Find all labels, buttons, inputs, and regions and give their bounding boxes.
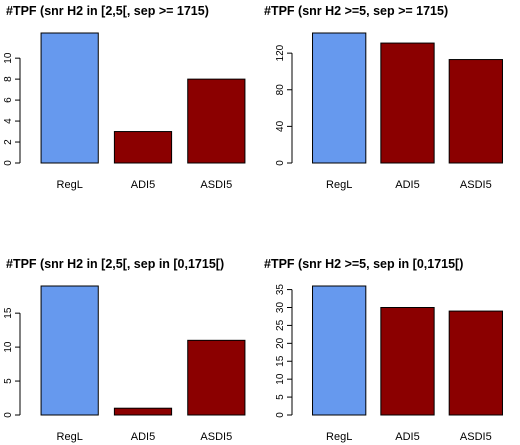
category-label: ADI5 [131,431,155,443]
y-tick-label: 0 [275,412,286,418]
y-tick-label: 5 [275,394,286,400]
chart-panel-3: #TPF (snr H2 in [2,5[, sep in [0,1715[) … [3,257,246,443]
bar-asdi5 [448,310,503,416]
y-tick-label: 0 [275,160,286,166]
bar-adi5 [113,131,173,164]
chart-panel-1: #TPF (snr H2 in [2,5[, sep >= 1715) RegL… [3,4,246,191]
bar-regl [40,285,99,416]
y-tick-label: 4 [3,118,14,124]
y-tick-label: 6 [3,97,14,103]
category-label: RegL [57,179,83,191]
y-tick-label: 30 [275,302,286,314]
category-label: ADI5 [395,431,419,443]
category-label: RegL [326,179,352,191]
y-tick-label: 40 [275,120,286,132]
chart-panel-2: #TPF (snr H2 >=5, sep >= 1715) RegL ADI5 A… [264,4,503,191]
chart-title: #TPF (snr H2 in [2,5[, sep in [0,1715[) [6,257,224,271]
category-label: ADI5 [395,179,419,191]
category-label: RegL [57,431,83,443]
category-label: ASDI5 [460,179,492,191]
category-label: ADI5 [131,179,155,191]
y-tick-label: 80 [275,84,286,96]
y-tick-label: 5 [3,378,14,384]
y-tick-label: 15 [3,307,14,319]
category-label: ASDI5 [460,431,492,443]
y-tick-label: 8 [3,76,14,82]
y-tick-label: 120 [275,44,286,61]
y-tick-label: 2 [3,139,14,145]
bar-asdi5 [448,59,503,164]
bar-regl [40,32,99,164]
bar-regl [312,285,367,416]
y-tick-label: 20 [275,337,286,349]
chart-title: #TPF (snr H2 in [2,5[, sep >= 1715) [6,4,209,18]
bar-adi5 [380,307,435,416]
y-tick-label: 35 [275,284,286,296]
bar-adi5 [113,407,173,416]
y-tick-label: 15 [275,355,286,367]
category-label: ASDI5 [200,431,232,443]
y-tick-label: 10 [3,341,14,353]
y-tick-label: 0 [3,412,14,418]
chart-title: #TPF (snr H2 >=5, sep in [0,1715[) [264,257,463,271]
y-tick-label: 10 [275,373,286,385]
bar-adi5 [380,42,435,164]
y-tick-label: 10 [3,52,14,64]
y-tick-label: 25 [275,319,286,331]
category-label: RegL [326,431,352,443]
category-label: ASDI5 [200,179,232,191]
chart-panel-4: #TPF (snr H2 >=5, sep in [0,1715[) RegL A… [264,257,503,443]
bar-asdi5 [187,78,246,164]
bar-asdi5 [187,339,246,416]
bar-regl [312,32,367,164]
y-tick-label: 0 [3,160,14,166]
chart-title: #TPF (snr H2 >=5, sep >= 1715) [264,4,448,18]
